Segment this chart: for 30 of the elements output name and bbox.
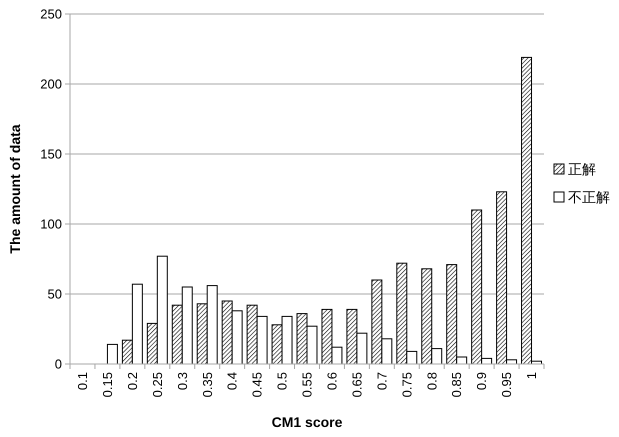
x-tick-label: 0.65 [349,372,364,398]
x-tick-label: 0.85 [449,372,464,398]
y-tick-label: 50 [48,286,62,302]
x-tick-label: 0.6 [324,372,340,390]
x-tick-label: 0.9 [474,372,490,390]
y-tick-label: 200 [40,76,62,92]
x-tick-label: 0.75 [399,372,414,398]
y-tick-label: 150 [40,146,62,162]
x-tick-label: 0.4 [224,372,240,390]
y-axis-title: The amount of data [7,124,23,254]
legend-label: 不正解 [568,188,610,205]
x-tick-label: 0.7 [374,372,390,390]
x-tick-label: 0.95 [499,372,514,398]
x-tick-label: 0.3 [174,372,190,390]
bar [106,344,118,364]
y-tick-label: 100 [40,216,62,232]
y-tick-label: 0 [54,356,62,372]
x-tick-label: 0.55 [300,372,315,398]
x-tick-label: 0.5 [274,372,290,390]
x-tick-label: 0.45 [250,372,265,398]
y-tick-label: 250 [40,6,62,22]
legend-label: 正解 [568,160,596,177]
x-tick-label: 0.25 [150,372,165,398]
x-tick-label: 0.1 [75,372,90,390]
x-tick-label: 0.35 [200,372,215,398]
x-tick-label: 0.2 [124,372,140,390]
x-tick-label: 0.15 [100,372,115,398]
x-tick-label: 0.8 [424,372,440,390]
x-tick-label: 1 [524,372,540,380]
x-axis-title: CM1 score [272,414,343,430]
